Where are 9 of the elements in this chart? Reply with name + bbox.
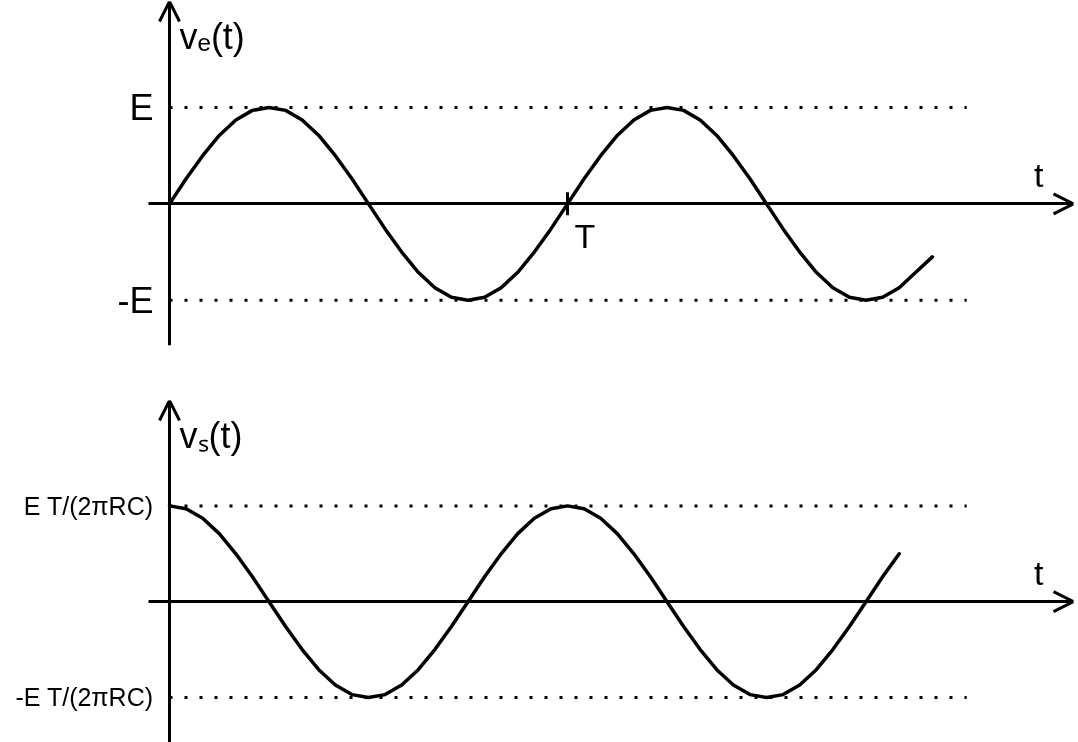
y-axis-title: vₑ(t) <box>179 15 245 57</box>
ref-line-label: -E <box>117 279 154 321</box>
x-axis-title: t <box>1034 155 1045 194</box>
ref-line-label: E T/(2πRC) <box>23 491 154 520</box>
ref-line-label: -E T/(2πRC) <box>15 683 154 712</box>
x-axis-title: t <box>1034 553 1045 592</box>
ref-line-label: E <box>129 86 154 128</box>
annotation: T <box>574 216 596 255</box>
y-axis-title: vₛ(t) <box>179 414 243 456</box>
